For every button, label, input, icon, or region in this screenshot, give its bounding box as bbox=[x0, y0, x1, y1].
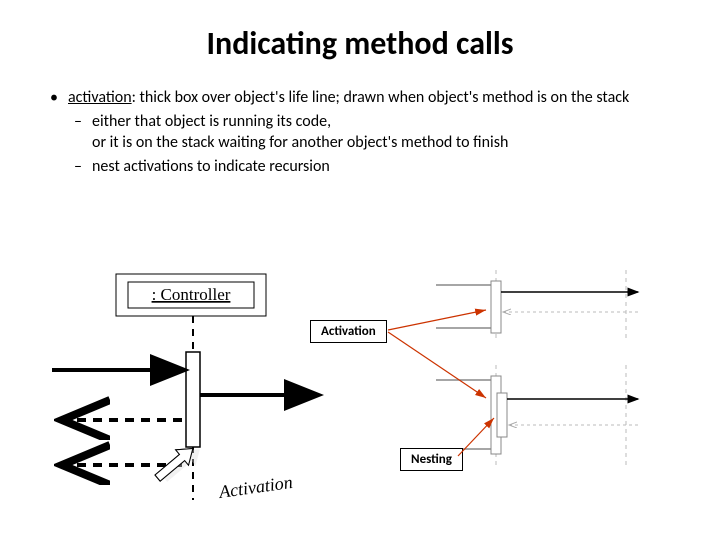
left-sequence-diagram: : Controller Activation bbox=[30, 270, 330, 510]
page-title: Indicating method calls bbox=[0, 0, 720, 87]
right-group-top bbox=[436, 270, 638, 342]
bullet-nest: nest activations to indicate recursion bbox=[50, 156, 680, 178]
diagram-area: : Controller Activation bbox=[0, 270, 720, 530]
object-label: : Controller bbox=[152, 285, 231, 304]
activation-callout-text: Activation bbox=[217, 472, 294, 502]
bullet-activation: activation: thick box over object's life… bbox=[50, 87, 680, 109]
bullet-list: activation: thick box over object's life… bbox=[0, 87, 720, 177]
label-activation: Activation bbox=[310, 320, 387, 343]
bullet-either: either that object is running its code, … bbox=[50, 111, 680, 154]
bullet-activation-rest: : thick box over object's life line; dra… bbox=[132, 88, 630, 107]
label-nesting: Nesting bbox=[400, 448, 463, 471]
right-group-bottom bbox=[436, 365, 638, 465]
term-activation: activation bbox=[68, 88, 132, 107]
